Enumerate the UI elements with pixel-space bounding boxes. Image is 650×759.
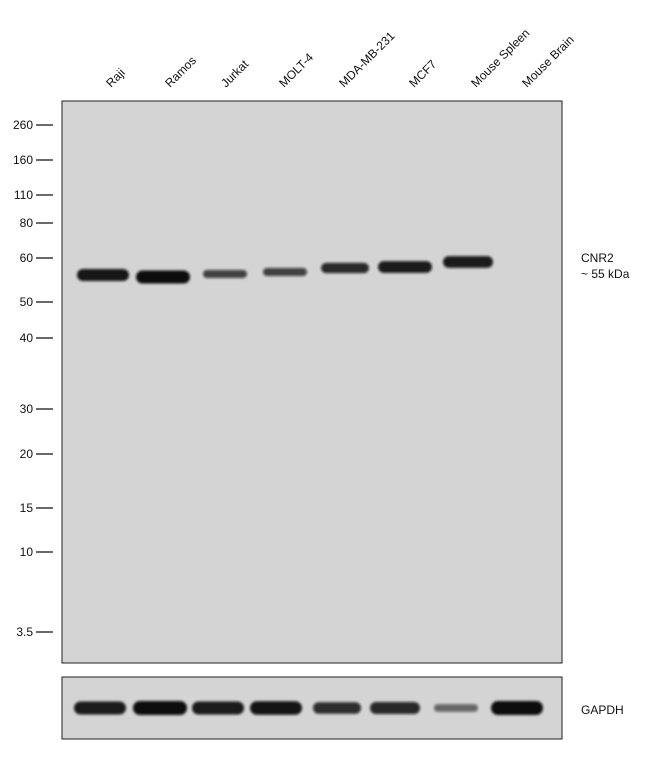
control-band [133,701,187,715]
control-band [491,701,543,715]
target-band [136,270,190,284]
marker-label: 260 [13,118,33,132]
control-band [313,702,361,714]
target-size-label: ~ 55 kDa [581,267,630,281]
lane-label: Jurkat [218,57,251,90]
control-band [250,701,302,715]
target-blot-panel [61,100,563,664]
control-band [192,701,244,715]
lane-label: Mouse Brain [519,33,577,91]
marker-label: 110 [14,188,33,202]
lane-label: MCF7 [406,57,439,90]
marker-label: 80 [20,216,34,230]
target-band [77,268,129,282]
target-band [378,261,432,273]
target-band [263,267,307,277]
lane-labels: Raji Ramos Jurkat MOLT-4 MDA-MB-231 MCF7 Mouse… [103,26,577,90]
lane-label: MDA-MB-231 [336,29,398,91]
marker-label: 160 [13,153,33,167]
lane-label: Raji [103,66,128,91]
marker-label: 30 [20,402,34,416]
marker-label: 40 [20,331,34,345]
target-band [203,269,247,279]
marker-label: 20 [20,447,34,461]
loading-control-bands [74,701,543,715]
loading-control-label: GAPDH [581,703,624,717]
marker-label: 10 [20,545,34,559]
control-band [74,701,126,715]
target-band [321,262,369,274]
target-band [443,256,493,268]
target-name-label: CNR2 [581,251,614,265]
marker-label: 60 [20,251,34,265]
molecular-weight-ladder: 260 160 110 80 60 50 40 30 20 15 10 3.5 [13,118,53,639]
control-band [434,704,478,712]
marker-label: 50 [20,295,34,309]
lane-label: Ramos [162,53,199,90]
marker-label: 3.5 [16,625,33,639]
lane-label: MOLT-4 [276,50,316,90]
marker-label: 15 [20,501,34,515]
target-bands [77,256,493,284]
control-band [370,702,420,714]
